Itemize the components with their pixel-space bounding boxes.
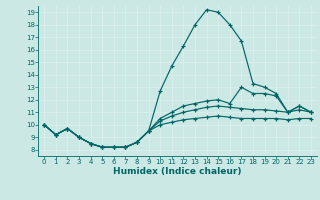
X-axis label: Humidex (Indice chaleur): Humidex (Indice chaleur) (113, 167, 242, 176)
